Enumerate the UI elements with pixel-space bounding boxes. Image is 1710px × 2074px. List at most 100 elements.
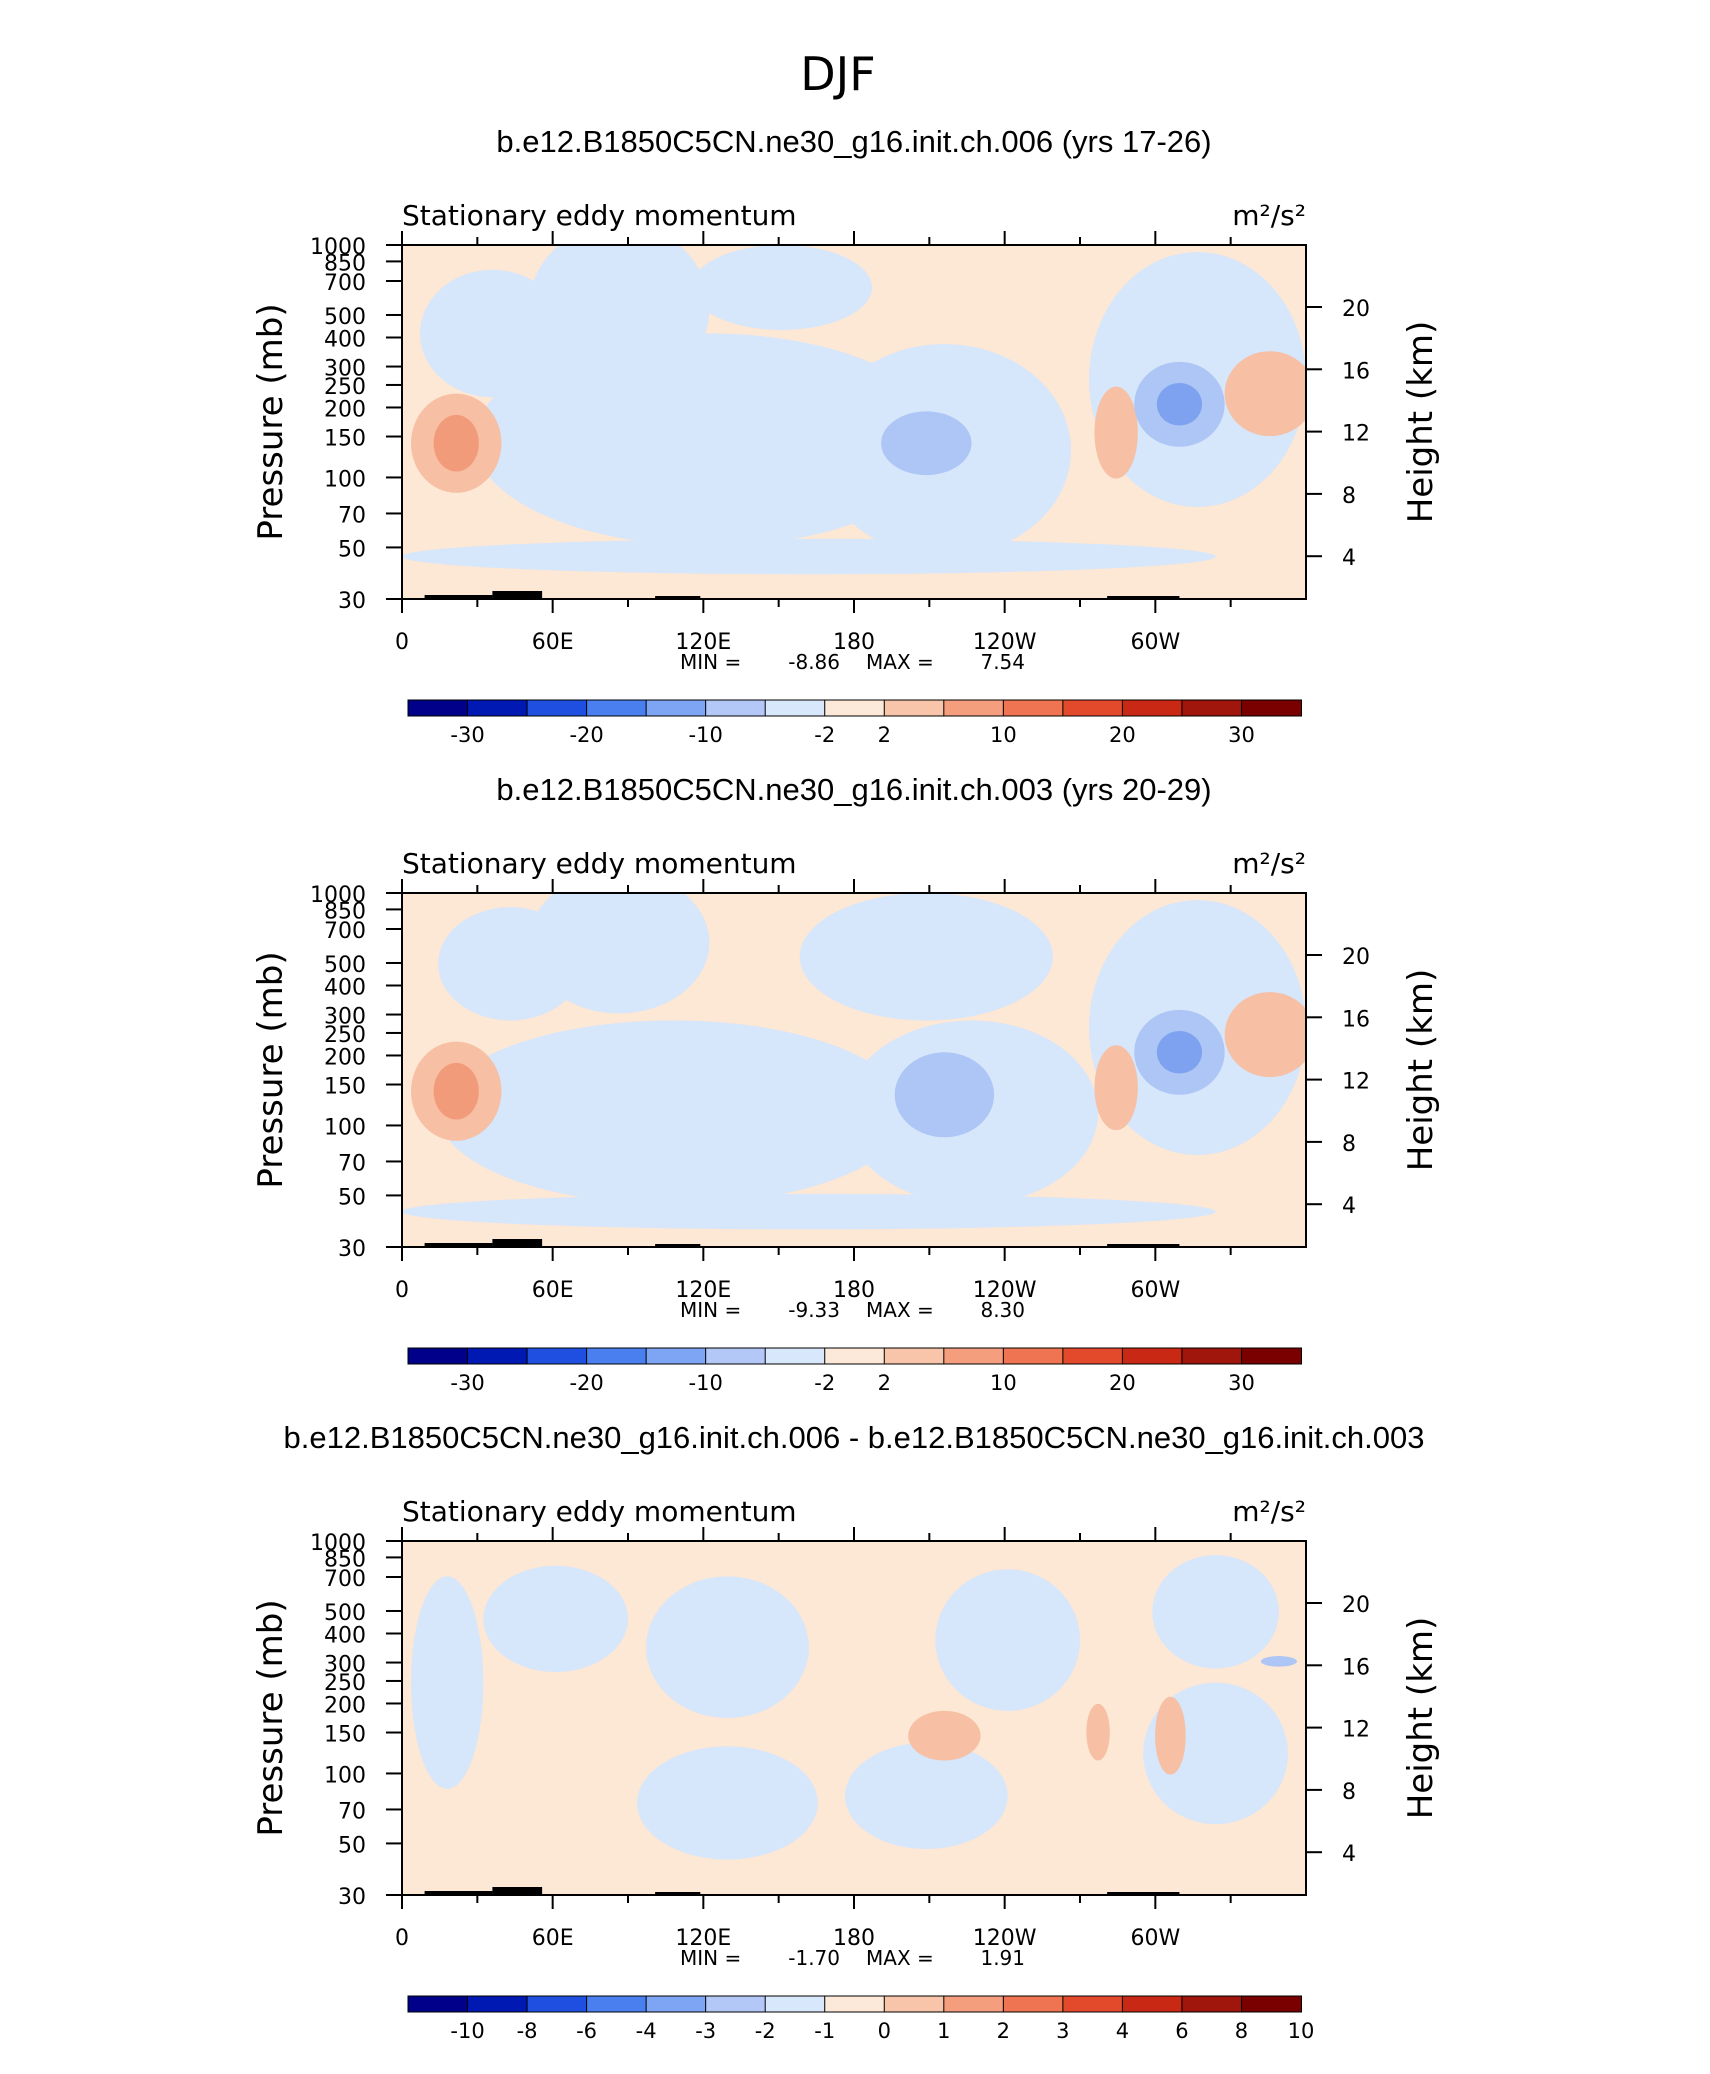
figure-title: DJF [800,47,875,101]
min-label: MIN = [680,650,741,674]
panel-3: b.e12.B1850C5CN.ne30_g16.init.ch.006 - b… [251,1420,1441,2043]
y-right-tick-label: 12 [1342,1718,1370,1743]
y-tick-label: 400 [324,328,366,353]
y-right-tick-label: 12 [1342,422,1370,447]
contour-region [637,1746,818,1860]
y-tick-label: 200 [324,397,366,422]
max-label: MAX = [866,650,934,674]
y-tick-label: 250 [324,375,366,400]
y-axis-label: Pressure (mb) [251,1599,291,1836]
colorbar-box [1062,699,1124,717]
colorbar-label: 2 [878,723,891,747]
y-right-axis-label: Height (km) [1401,1617,1441,1820]
contour-region [646,1576,809,1718]
colorbar-box [943,1995,1005,2013]
colorbar-label: -10 [689,723,723,747]
colorbar-box [1062,1995,1124,2013]
x-tick-label: 120W [973,1926,1037,1951]
y-tick-label: 50 [338,1833,366,1858]
y-tick-label: 250 [324,1023,366,1048]
x-tick-label: 180 [833,1926,875,1951]
contour-region [433,1062,479,1120]
colorbar-box [824,699,886,717]
panel-title: b.e12.B1850C5CN.ne30_g16.init.ch.006 - b… [284,1420,1425,1455]
contour-region [691,245,873,330]
y-tick-label: 70 [338,503,366,528]
colorbar-box [1181,699,1243,717]
colorbar-label: 20 [1109,723,1136,747]
contour-region [433,414,479,472]
colorbar-label: 0 [878,2019,891,2043]
contour-region [881,411,972,476]
colorbar-box [645,1347,707,1365]
colorbar-box [1062,1347,1124,1365]
x-tick-label: 60E [532,1278,574,1303]
topography [424,1243,493,1247]
topography [1107,1244,1180,1247]
contour-region [1260,1656,1297,1667]
topography [655,1244,701,1247]
colorbar-box [705,1347,767,1365]
y-tick-label: 700 [324,1567,366,1592]
topography [492,1239,543,1247]
topography [492,591,543,599]
max-value: 7.54 [980,650,1025,674]
y-right-tick-label: 12 [1342,1070,1370,1095]
colorbar-box [1181,1347,1243,1365]
colorbar-box [1002,699,1064,717]
y-right-tick-label: 20 [1342,297,1370,322]
y-tick-label: 30 [338,1237,366,1262]
y-tick-label: 100 [324,467,366,492]
colorbar-box [883,1347,945,1365]
colorbar-label: -3 [695,2019,716,2043]
x-tick-label: 0 [395,630,409,655]
max-value: 8.30 [980,1298,1025,1322]
colorbar-box [1181,1995,1243,2013]
topography [424,595,493,599]
x-tick-label: 120E [675,1926,731,1951]
y-tick-label: 500 [324,953,366,978]
topography [424,1891,493,1895]
colorbar-label: -30 [450,723,484,747]
y-tick-label: 850 [324,899,366,924]
panel-1: b.e12.B1850C5CN.ne30_g16.init.ch.006 (yr… [251,124,1441,747]
x-tick-label: 120W [973,1278,1037,1303]
panel-2: b.e12.B1850C5CN.ne30_g16.init.ch.003 (yr… [251,772,1441,1395]
y-tick-label: 100 [324,1115,366,1140]
y-axis-label: Pressure (mb) [251,951,291,1188]
colorbar-label: 3 [1056,2019,1069,2043]
colorbar-box [586,1995,648,2013]
y-tick-label: 300 [324,357,366,382]
contour-region [1086,1703,1110,1761]
topography [655,596,701,599]
contour-region [411,1576,484,1789]
colorbar-box [1002,1995,1064,2013]
x-tick-label: 0 [395,1926,409,1951]
y-right-tick-label: 16 [1342,1007,1370,1032]
y-right-tick-label: 4 [1342,1842,1356,1867]
colorbar-label: -1 [814,2019,835,2043]
colorbar-label: -8 [517,2019,538,2043]
colorbar-box [1240,1347,1303,1365]
colorbar-label: -30 [450,1371,484,1395]
colorbar-box [1240,699,1303,717]
y-right-tick-label: 8 [1342,1780,1356,1805]
colorbar-label: 2 [997,2019,1010,2043]
y-right-tick-label: 8 [1342,1132,1356,1157]
colorbar-box [467,1347,529,1365]
min-value: -9.33 [788,1298,840,1322]
colorbar-box [407,699,469,717]
contour-region [402,538,1216,575]
panel-units: m²/s² [1232,1495,1306,1528]
contour-region [528,893,710,1014]
colorbar-label: 30 [1228,1371,1255,1395]
y-axis-label: Pressure (mb) [251,303,291,540]
y-tick-label: 700 [324,271,366,296]
colorbar-label: -10 [450,2019,484,2043]
y-tick-label: 500 [324,305,366,330]
y-right-tick-label: 4 [1342,546,1356,571]
y-tick-label: 1000 [310,883,366,908]
contour-region [908,1710,981,1761]
colorbar-box [467,699,529,717]
colorbar-label: 10 [1288,2019,1315,2043]
